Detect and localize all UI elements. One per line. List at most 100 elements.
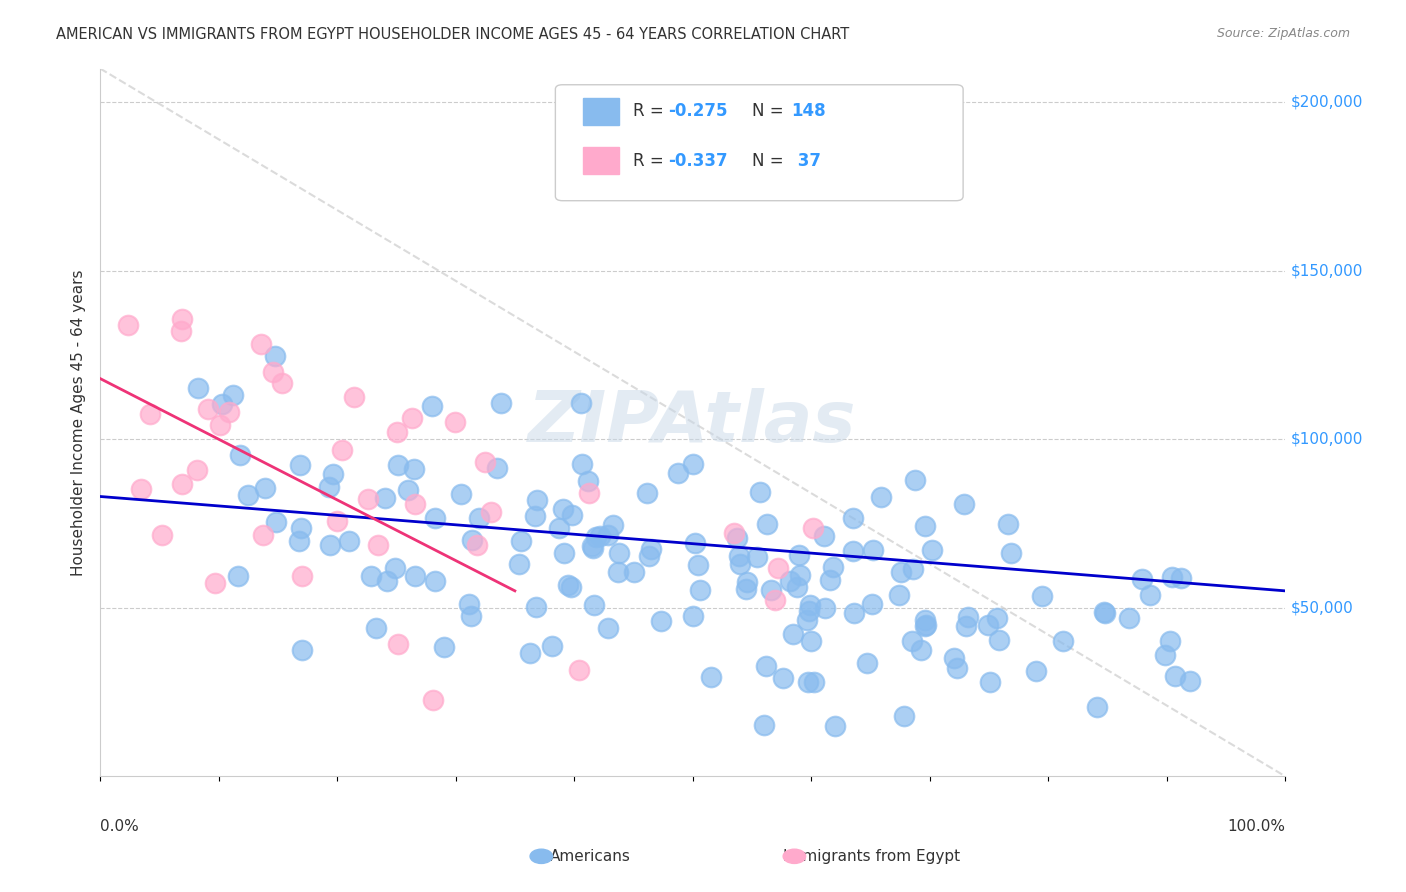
Point [384,560,406,574]
Point [226,569,249,583]
Point [1031,589,1053,603]
Point [606,566,628,580]
Point [789,568,811,582]
Point [893,709,915,723]
Point [325,514,347,528]
Point [357,492,380,507]
Point [568,663,591,677]
Point [1160,570,1182,584]
Point [526,492,548,507]
Point [728,549,751,563]
Point [598,621,620,635]
Point [862,543,884,558]
Point [1170,571,1192,585]
Point [387,458,409,472]
Point [519,646,541,660]
Point [640,542,662,557]
Point [955,618,977,632]
Point [479,505,502,519]
Point [250,336,273,351]
Point [460,608,482,623]
Point [689,582,711,597]
Point [755,517,778,532]
Point [904,473,927,487]
Point [557,577,579,591]
Point [319,538,342,552]
Point [754,717,776,731]
Point [728,557,751,571]
Point [813,601,835,615]
Point [117,318,139,332]
Point [755,659,778,673]
Text: $50,000: $50,000 [1291,600,1354,615]
Point [553,546,575,560]
Point [170,477,193,491]
Point [172,311,194,326]
Point [187,381,209,395]
Point [842,510,865,524]
Point [623,565,645,579]
Point [561,508,583,523]
Point [374,491,396,505]
Point [360,569,382,583]
Point [366,621,388,635]
Point [510,533,533,548]
Point [551,502,574,516]
Point [1000,546,1022,560]
Y-axis label: Householder Income Ages 45 - 64 years: Householder Income Ages 45 - 64 years [72,269,86,575]
Point [1085,700,1108,714]
Point [291,642,314,657]
Point [977,617,1000,632]
Point [800,633,823,648]
Point [650,614,672,628]
Text: R =: R = [633,103,669,120]
Point [842,544,865,558]
Point [997,517,1019,532]
Point [900,633,922,648]
Point [420,399,443,413]
Point [779,574,801,589]
Point [288,458,311,472]
Point [288,534,311,549]
Point [422,693,444,707]
Point [401,411,423,425]
Point [211,397,233,411]
Point [450,487,472,501]
Point [236,488,259,502]
Point [735,575,758,590]
Point [1154,648,1177,662]
Point [914,619,936,633]
Point [367,537,389,551]
Point [823,560,845,574]
Point [818,573,841,587]
Point [433,640,456,655]
Point [585,531,607,545]
Point [602,518,624,533]
Point [291,568,314,582]
Point [1139,588,1161,602]
Point [914,519,936,533]
Point [1163,668,1185,682]
Point [1118,611,1140,625]
Point [209,417,232,432]
Point [745,549,768,564]
Text: Americans: Americans [550,849,631,863]
Point [396,483,419,498]
Text: 100.0%: 100.0% [1227,819,1285,834]
Point [748,484,770,499]
Point [1132,572,1154,586]
Point [782,627,804,641]
Point [636,486,658,500]
Point [796,613,818,627]
Point [404,569,426,583]
Point [264,349,287,363]
Point [855,657,877,671]
Point [204,576,226,591]
Point [797,604,820,618]
Point [524,509,547,524]
Point [1092,605,1115,619]
Point [262,365,284,379]
Point [252,528,274,542]
Text: $100,000: $100,000 [1291,432,1364,447]
Point [423,574,446,588]
